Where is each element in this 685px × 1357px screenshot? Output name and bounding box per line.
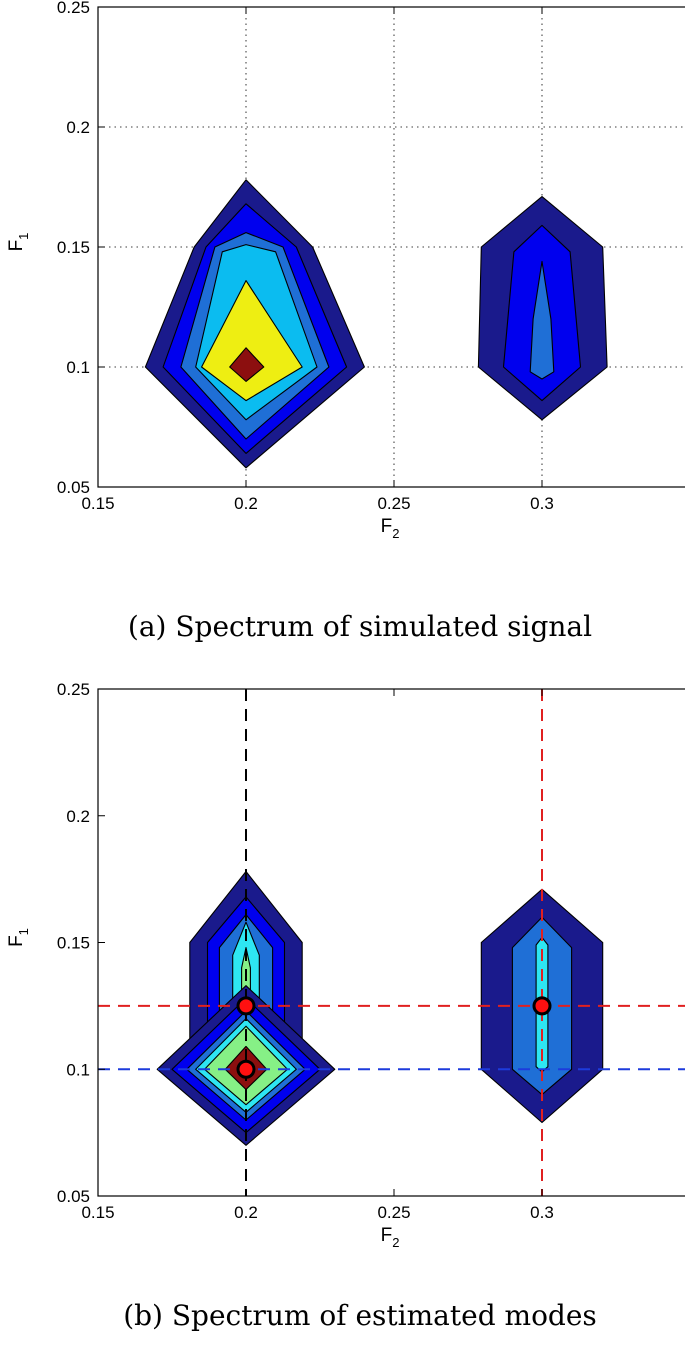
panel-a-y-tick-label-2: 0.15 — [57, 238, 90, 257]
panel-a-peak-0-level-4 — [201, 280, 303, 402]
panel-a-x-tick-label-3: 0.3 — [530, 494, 554, 513]
panel-a-ticks: 0.15 0.2 0.25 0.3 0.05 0.1 0.15 0.2 0.25 — [57, 0, 554, 513]
panel-a-chart: 0.15 0.2 0.25 0.30.050.10.150.20.25 F2 F1 — [6, 0, 685, 541]
panel-b-x-tick-label-0: 0.15 — [81, 1203, 114, 1222]
panel-a-caption: (a) Spectrum of simulated signal — [128, 610, 592, 643]
panel-b-x-axis-label: F2 — [381, 1225, 400, 1250]
panel-b-y-tick-label-0: 0.05 — [57, 1187, 90, 1206]
panel-a-y-axis-label-sub: 1 — [16, 233, 31, 240]
panel-a-x-axis-label-main: F — [381, 516, 393, 537]
panel-a-peak-1-level-2 — [529, 260, 555, 380]
panel-b-markers — [236, 996, 552, 1079]
panel-a-x-tick-label-0: 0.15 — [81, 494, 114, 513]
panel-b-y-tick-label-4: 0.25 — [57, 680, 90, 699]
panel-b-guide-lines — [98, 689, 685, 1196]
panel-a-y-axis-label-main: F — [6, 240, 27, 252]
panel-a-x-axis-label: F2 — [381, 516, 400, 541]
panel-a-x-tick-label-2: 0.25 — [377, 494, 410, 513]
panel-a-y-tick-label-0: 0.05 — [57, 478, 90, 497]
panel-b-x-tick-label-3: 0.3 — [530, 1203, 554, 1222]
panel-b-caption: (b) Spectrum of estimated modes — [123, 1299, 597, 1332]
panel-b-y-axis-label-main: F — [6, 935, 27, 947]
panel-b-y-tick-label-2: 0.15 — [57, 934, 90, 953]
panel-b-marker-2 — [532, 996, 552, 1016]
panel-b-marker-1 — [236, 1059, 256, 1079]
panel-b-y-tick-label-3: 0.2 — [66, 807, 90, 826]
panel-a-x-axis-label-sub: 2 — [392, 526, 399, 541]
panel-a-peak-0-level-5 — [229, 347, 265, 382]
panel-b-ticks: 0.15 0.2 0.25 0.3 0.05 0.1 0.15 0.2 0.25 — [57, 680, 554, 1222]
panel-b-chart: 0.15 0.2 0.25 0.30.050.10.150.20.25 F2 F1 — [6, 680, 685, 1250]
panel-a-y-tick-label-4: 0.25 — [57, 0, 90, 17]
panel-b-x-axis-label-main: F — [381, 1225, 393, 1246]
panel-b-y-tick-label-1: 0.1 — [66, 1060, 90, 1079]
panel-b-x-tick-label-1: 0.2 — [234, 1203, 258, 1222]
panel-b-x-axis-label-sub: 2 — [392, 1235, 399, 1250]
panel-a-y-axis-label: F1 — [6, 233, 31, 252]
panel-a-y-tick-label-3: 0.2 — [66, 118, 90, 137]
panel-a-contours — [144, 179, 608, 469]
panel-b-marker-0 — [236, 996, 256, 1016]
panel-b-y-axis-label: F1 — [6, 928, 31, 947]
panel-a-x-tick-label-1: 0.2 — [234, 494, 258, 513]
panel-b-x-tick-label-2: 0.25 — [377, 1203, 410, 1222]
panel-b-y-axis-label-sub: 1 — [16, 928, 31, 935]
panel-a-y-tick-label-1: 0.1 — [66, 358, 90, 377]
